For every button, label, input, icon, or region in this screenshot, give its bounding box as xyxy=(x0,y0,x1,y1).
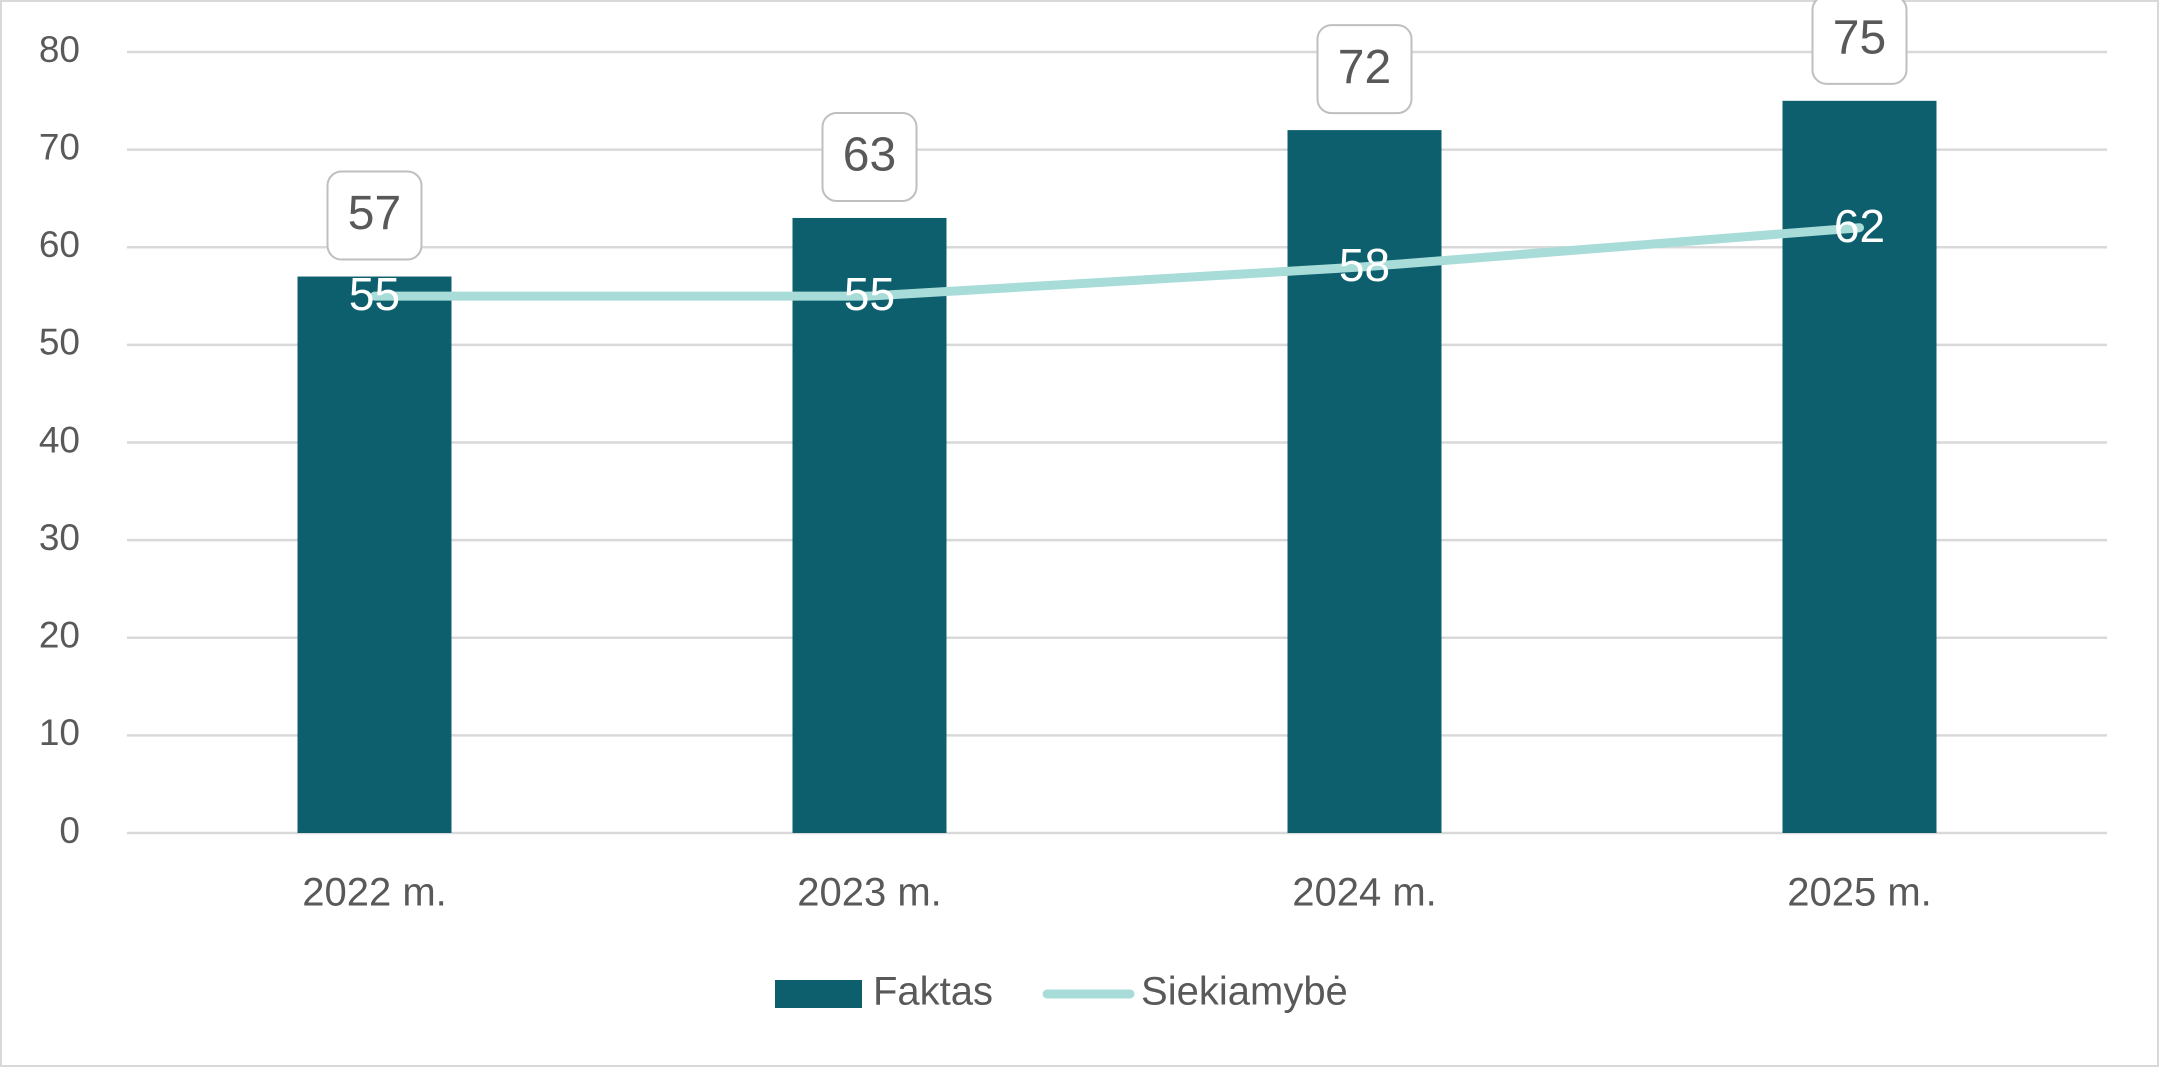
data-label: 62 xyxy=(1834,200,1885,252)
legend-swatch xyxy=(775,980,862,1008)
y-tick-label: 80 xyxy=(39,29,80,70)
y-tick-label: 60 xyxy=(39,224,80,265)
y-tick-label: 50 xyxy=(39,322,80,363)
data-label-box xyxy=(326,170,423,261)
data-label-box xyxy=(1316,24,1413,115)
data-label-box xyxy=(1811,0,1908,85)
data-label: 75 xyxy=(1833,11,1886,64)
x-tick-label: 2023 m. xyxy=(797,871,942,915)
data-label: 63 xyxy=(843,129,896,182)
legend-label: Faktas xyxy=(873,970,993,1014)
data-label: 58 xyxy=(1339,239,1390,291)
data-label-box xyxy=(821,111,918,202)
y-tick-label: 10 xyxy=(39,712,80,753)
data-label: 72 xyxy=(1338,41,1391,94)
bar xyxy=(792,217,947,833)
data-label: 57 xyxy=(348,187,401,240)
y-tick-label: 40 xyxy=(39,419,80,460)
bar xyxy=(1287,130,1442,834)
bar xyxy=(1782,100,1937,833)
data-label: 55 xyxy=(349,268,400,320)
bar xyxy=(297,276,452,834)
x-tick-label: 2025 m. xyxy=(1787,871,1932,915)
legend-label: Siekiamybė xyxy=(1141,970,1348,1014)
y-tick-label: 20 xyxy=(39,615,80,656)
line xyxy=(370,223,1864,301)
x-tick-label: 2024 m. xyxy=(1292,871,1437,915)
x-tick-label: 2022 m. xyxy=(302,871,447,915)
data-label: 55 xyxy=(844,268,895,320)
y-tick-label: 30 xyxy=(39,517,80,558)
y-tick-label: 70 xyxy=(39,126,80,167)
y-tick-label: 0 xyxy=(59,810,80,851)
